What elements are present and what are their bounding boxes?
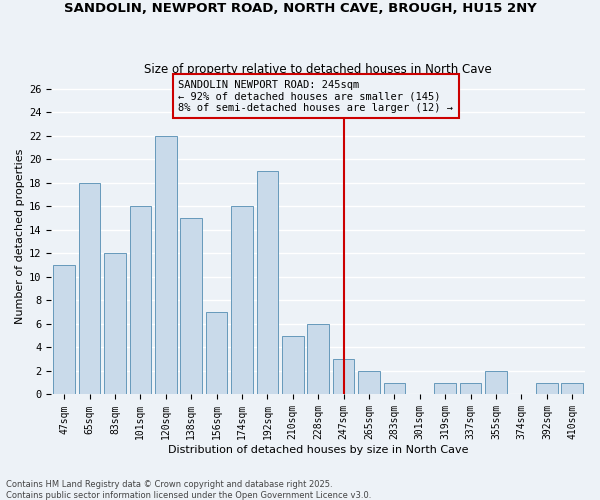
Bar xyxy=(485,371,507,394)
Bar xyxy=(434,382,456,394)
Bar xyxy=(536,382,557,394)
Bar xyxy=(181,218,202,394)
Bar xyxy=(231,206,253,394)
Title: Size of property relative to detached houses in North Cave: Size of property relative to detached ho… xyxy=(145,63,492,76)
Bar xyxy=(562,382,583,394)
Bar xyxy=(333,359,355,394)
Bar xyxy=(358,371,380,394)
Bar xyxy=(53,265,75,394)
Bar xyxy=(79,183,100,394)
Bar xyxy=(155,136,176,394)
Bar xyxy=(282,336,304,394)
Bar xyxy=(383,382,405,394)
Bar xyxy=(130,206,151,394)
X-axis label: Distribution of detached houses by size in North Cave: Distribution of detached houses by size … xyxy=(168,445,469,455)
Bar xyxy=(460,382,481,394)
Bar xyxy=(104,254,126,394)
Bar xyxy=(307,324,329,394)
Text: Contains HM Land Registry data © Crown copyright and database right 2025.
Contai: Contains HM Land Registry data © Crown c… xyxy=(6,480,371,500)
Text: SANDOLIN NEWPORT ROAD: 245sqm
← 92% of detached houses are smaller (145)
8% of s: SANDOLIN NEWPORT ROAD: 245sqm ← 92% of d… xyxy=(178,80,454,112)
Bar xyxy=(206,312,227,394)
Bar xyxy=(257,171,278,394)
Text: SANDOLIN, NEWPORT ROAD, NORTH CAVE, BROUGH, HU15 2NY: SANDOLIN, NEWPORT ROAD, NORTH CAVE, BROU… xyxy=(64,2,536,16)
Y-axis label: Number of detached properties: Number of detached properties xyxy=(15,148,25,324)
